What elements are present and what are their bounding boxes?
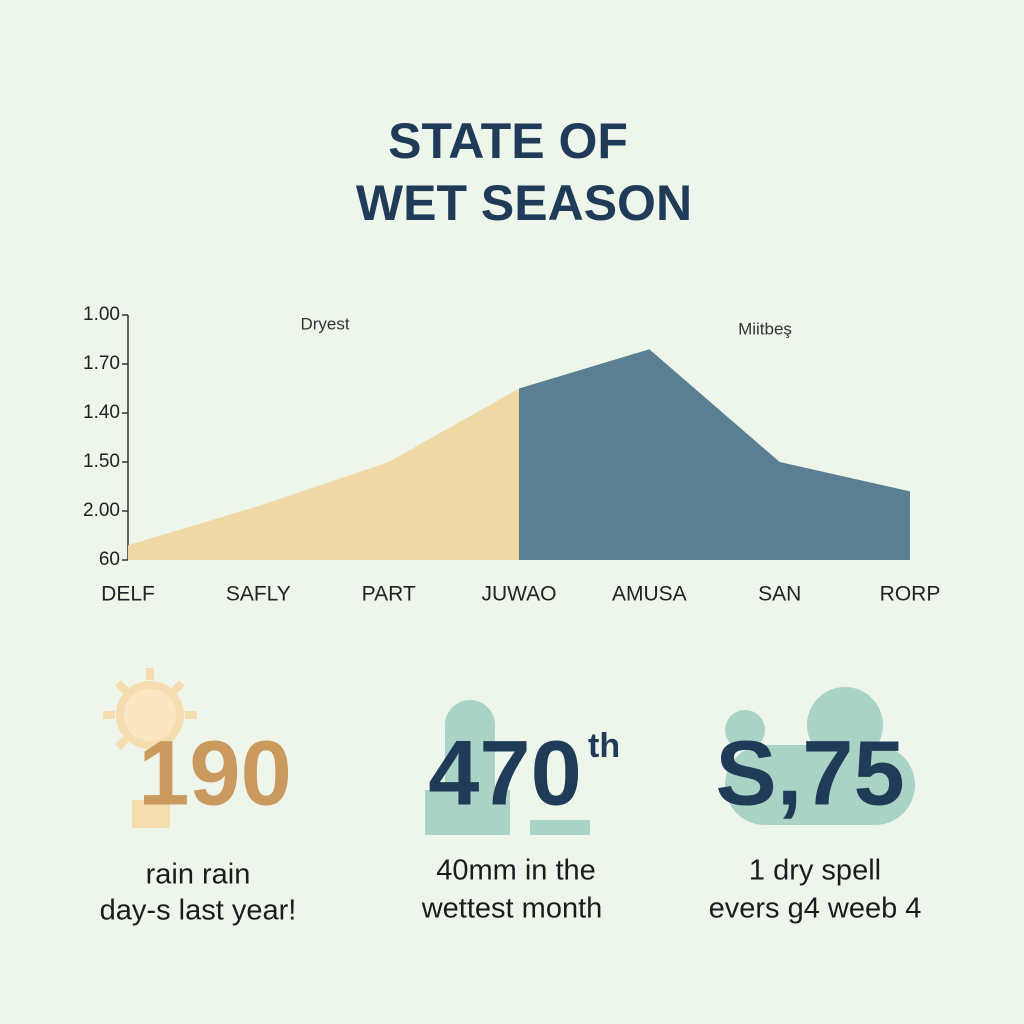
y-tick-label: 1.50 [83,451,120,472]
y-tick-label: 1.40 [83,402,120,423]
x-tick-label: JUWAO [481,583,556,606]
annotation: Miitbeş [738,319,792,338]
stat-caption: day-s last year! [100,895,297,927]
x-tick-label: RORP [880,583,941,606]
stat-number: 470 [428,722,582,824]
cloud-icon [725,687,915,825]
x-tick-label: SAFLY [226,583,291,606]
stat-caption: rain rain [146,859,251,891]
area-chart: 60 2.00 1.50 1.40 1.70 1.00 DELF SAFLY PART JUWAO… [83,304,940,606]
stat-caption: 40mm in the [436,855,596,887]
y-tick-label: 60 [99,549,120,570]
title-line: WET SEASON [356,175,692,231]
sun-icon [103,668,197,828]
x-tick-label: AMUSA [612,583,687,606]
stat-number: S,75 [715,722,904,824]
x-tick-label: SAN [758,583,801,606]
stat-caption: 1 dry spell [749,855,881,887]
stat-caption: evers g4 weeb 4 [709,893,922,925]
x-tick-label: DELF [101,583,155,606]
annotation: Dryest [300,314,349,333]
area [519,349,910,560]
x-tick-label: PART [362,583,416,606]
cloud-icon [425,700,590,835]
y-tick-label: 1.70 [83,353,120,374]
title-line: STATE OF [388,113,628,169]
stat-caption: wettest month [421,893,603,925]
y-tick-label: 1.00 [83,304,120,325]
stat-number: 190 [138,722,292,824]
stat-superscript: th [588,727,620,765]
y-tick-label: 2.00 [83,500,120,521]
area [128,388,519,560]
